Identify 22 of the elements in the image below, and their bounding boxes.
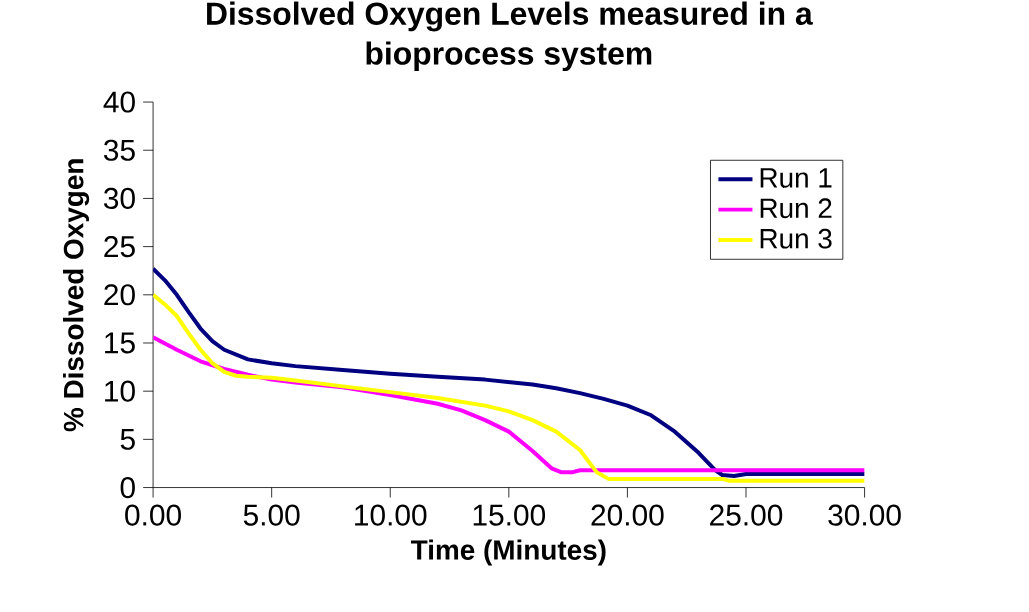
legend-label: Run 1 xyxy=(760,168,832,188)
legend-label: Run 2 xyxy=(760,198,832,219)
y-tick-label: 10 xyxy=(105,380,135,402)
y-tick-label: 35 xyxy=(103,139,135,161)
y-axis-title: % Dissolved Oxygen xyxy=(63,159,90,432)
x-tick-label: 20.00 xyxy=(591,504,664,526)
y-tick-label: 5 xyxy=(120,428,135,450)
y-tick-label: 30 xyxy=(103,187,135,209)
x-tick-label: 0.00 xyxy=(125,504,181,526)
y-tick-label: 20 xyxy=(104,284,135,306)
x-tick-label: 30.00 xyxy=(828,504,901,526)
y-tick-label: 0 xyxy=(120,476,135,498)
x-tick-label: 25.00 xyxy=(710,504,783,526)
legend-label: Run 3 xyxy=(760,228,832,249)
x-axis-title: Time (Minutes) xyxy=(410,539,606,566)
x-tick-label: 10.00 xyxy=(355,504,427,526)
y-tick-label: 25 xyxy=(104,235,135,258)
y-tick-label: 15 xyxy=(105,332,135,354)
y-tick-label: 40 xyxy=(103,91,135,113)
x-tick-label: 5.00 xyxy=(243,504,300,526)
x-tick-label: 15.00 xyxy=(473,504,546,526)
chart-title: Dissolved Oxygen Levels measured in a bioprocess system xyxy=(207,1,813,71)
